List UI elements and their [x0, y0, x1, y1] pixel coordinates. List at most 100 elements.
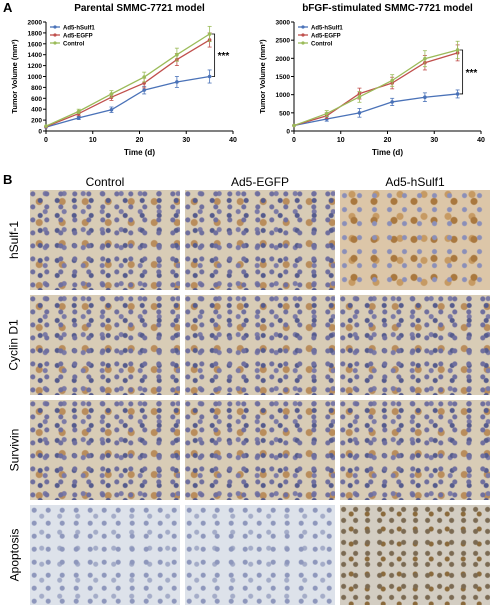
chart0-significance-bracket — [211, 33, 216, 77]
chart0-x-tick-label: 0 — [44, 137, 48, 144]
chart1-legend-marker — [301, 41, 305, 45]
micrograph-apoptosis-ad5-hsulf1 — [340, 505, 490, 605]
chart0-data-point — [76, 109, 81, 114]
micrograph-apoptosis-control — [30, 505, 180, 605]
chart1-y-tick-label: 500 — [279, 110, 290, 117]
chart0-series-line-0 — [45, 75, 210, 128]
chart1-legend-label: Control — [311, 41, 333, 47]
chart0-data-point — [76, 116, 81, 120]
chart0-y-label: Tumor Volume (mm³) — [10, 39, 19, 114]
chart-bfgf: bFGF-stimulated SMMC-7721 model 0 10 20 30 40… — [256, 0, 496, 172]
chart1-data-point — [390, 100, 394, 104]
chart0-data-point — [109, 92, 114, 96]
chart-bfgf-svg: bFGF-stimulated SMMC-7721 model 0 10 20 30 40… — [258, 3, 485, 157]
chart1-significance-bracket — [459, 49, 464, 95]
chart0-title: Parental SMMC-7721 model — [74, 3, 205, 14]
chart1-x-tick-label: 20 — [384, 137, 392, 144]
chart1-data-point — [357, 111, 362, 115]
chart0-legend-label: Ad5-EGFP — [63, 33, 93, 39]
chart1-legend-label: Ad5-hSulf1 — [311, 25, 343, 31]
chart1-legend-marker — [301, 25, 305, 29]
chart0-significance-label: *** — [218, 51, 230, 62]
column-header-control: Control — [85, 175, 125, 189]
chart0-data-point — [207, 32, 212, 36]
row-label-survivin: Survivin — [7, 428, 21, 472]
row-label-hsulf1: hSulf-1 — [7, 220, 21, 260]
row-label-apoptosis: Apoptosis — [7, 528, 22, 582]
chart1-x-tick-label: 0 — [292, 137, 296, 144]
chart0-data-point — [175, 80, 179, 84]
chart1-legend-marker — [301, 33, 305, 37]
row-label-cyclin-d1: Cyclin D1 — [7, 319, 22, 371]
panel-a-label: A — [3, 0, 13, 15]
chart1-title: bFGF-stimulated SMMC-7721 model — [302, 3, 473, 14]
chart1-series-line-2 — [293, 49, 458, 127]
chart1-y-tick-label: 2000 — [276, 56, 291, 63]
chart0-y-tick-label: 1600 — [28, 41, 43, 48]
chart1-data-point — [423, 95, 427, 100]
micrograph-hsulf1-ad5-egfp — [185, 190, 335, 290]
chart0-x-tick-label: 20 — [136, 137, 144, 144]
chart1-series-line-0 — [293, 93, 458, 127]
chart0-legend-marker — [53, 25, 57, 29]
chart-parental: Parental SMMC-7721 model 0 10 20 30 40 0 200 400… — [8, 0, 248, 172]
chart0-data-point — [109, 107, 114, 112]
chart0-y-tick-label: 600 — [31, 96, 42, 103]
chart1-legend-label: Ad5-EGFP — [311, 33, 341, 39]
chart1-data-point — [390, 78, 394, 83]
chart1-y-label: Tumor Volume (mm³) — [258, 39, 267, 114]
micrograph-hsulf1-ad5-hsulf1 — [340, 190, 490, 290]
chart0-x-label: Time (d) — [124, 148, 155, 157]
micrograph-cyclind1-ad5-hsulf1 — [340, 295, 490, 395]
chart1-y-tick-label: 1500 — [276, 74, 291, 81]
chart0-data-point — [44, 124, 48, 128]
micrograph-cyclind1-control — [30, 295, 180, 395]
chart0-legend-label: Ad5-hSulf1 — [63, 25, 95, 31]
chart1-x-tick-label: 10 — [337, 137, 345, 144]
chart1-y-tick-label: 3000 — [276, 20, 291, 27]
chart0-legend-marker — [53, 41, 57, 45]
chart1-data-point — [292, 123, 296, 128]
chart1-y-tick-label: 2500 — [276, 38, 291, 45]
chart0-x-tick-label: 30 — [182, 137, 190, 144]
micrograph-survivin-ad5-hsulf1 — [340, 400, 490, 500]
micrograph-apoptosis-ad5-egfp — [185, 505, 335, 605]
chart0-legend-label: Control — [63, 41, 85, 47]
chart1-x-tick-label: 40 — [477, 137, 485, 144]
chart0-y-tick-label: 1400 — [28, 52, 43, 59]
chart0-y-tick-label: 1200 — [28, 63, 43, 70]
chart1-data-point — [423, 56, 427, 61]
chart0-y-tick-label: 1000 — [28, 74, 43, 81]
chart0-legend-marker — [53, 33, 57, 37]
chart1-data-point — [357, 95, 362, 99]
chart0-series-line-1 — [45, 39, 210, 128]
chart0-y-tick-label: 2000 — [28, 20, 43, 27]
chart1-x-label: Time (d) — [372, 148, 403, 157]
chart0-data-point — [175, 52, 179, 57]
micrograph-cyclind1-ad5-egfp — [185, 295, 335, 395]
chart0-data-point — [207, 74, 212, 79]
chart1-data-point — [455, 92, 460, 96]
chart1-y-tick-label: 0 — [286, 129, 290, 136]
column-header-ad5-egfp: Ad5-EGFP — [230, 175, 290, 189]
micrograph-hsulf1-control — [30, 190, 180, 290]
micrograph-survivin-ad5-egfp — [185, 400, 335, 500]
chart0-data-point — [142, 75, 146, 79]
chart0-x-tick-label: 10 — [89, 137, 97, 144]
panel-b-label: B — [3, 172, 13, 187]
chart0-y-tick-label: 800 — [31, 85, 42, 92]
chart0-series-line-2 — [45, 33, 210, 127]
chart1-x-tick-label: 30 — [430, 137, 438, 144]
chart0-y-tick-label: 400 — [31, 107, 42, 114]
chart0-y-tick-label: 1800 — [28, 30, 43, 37]
column-header-ad5-hsulf1: Ad5-hSulf1 — [385, 175, 445, 189]
chart1-significance-label: *** — [466, 68, 478, 79]
micrograph-survivin-control — [30, 400, 180, 500]
chart0-y-tick-label: 0 — [38, 129, 42, 136]
chart0-y-tick-label: 200 — [31, 118, 42, 125]
chart1-data-point — [455, 48, 460, 52]
chart0-x-tick-label: 40 — [229, 137, 237, 144]
chart1-y-tick-label: 1000 — [276, 92, 291, 99]
chart0-data-point — [142, 88, 146, 92]
